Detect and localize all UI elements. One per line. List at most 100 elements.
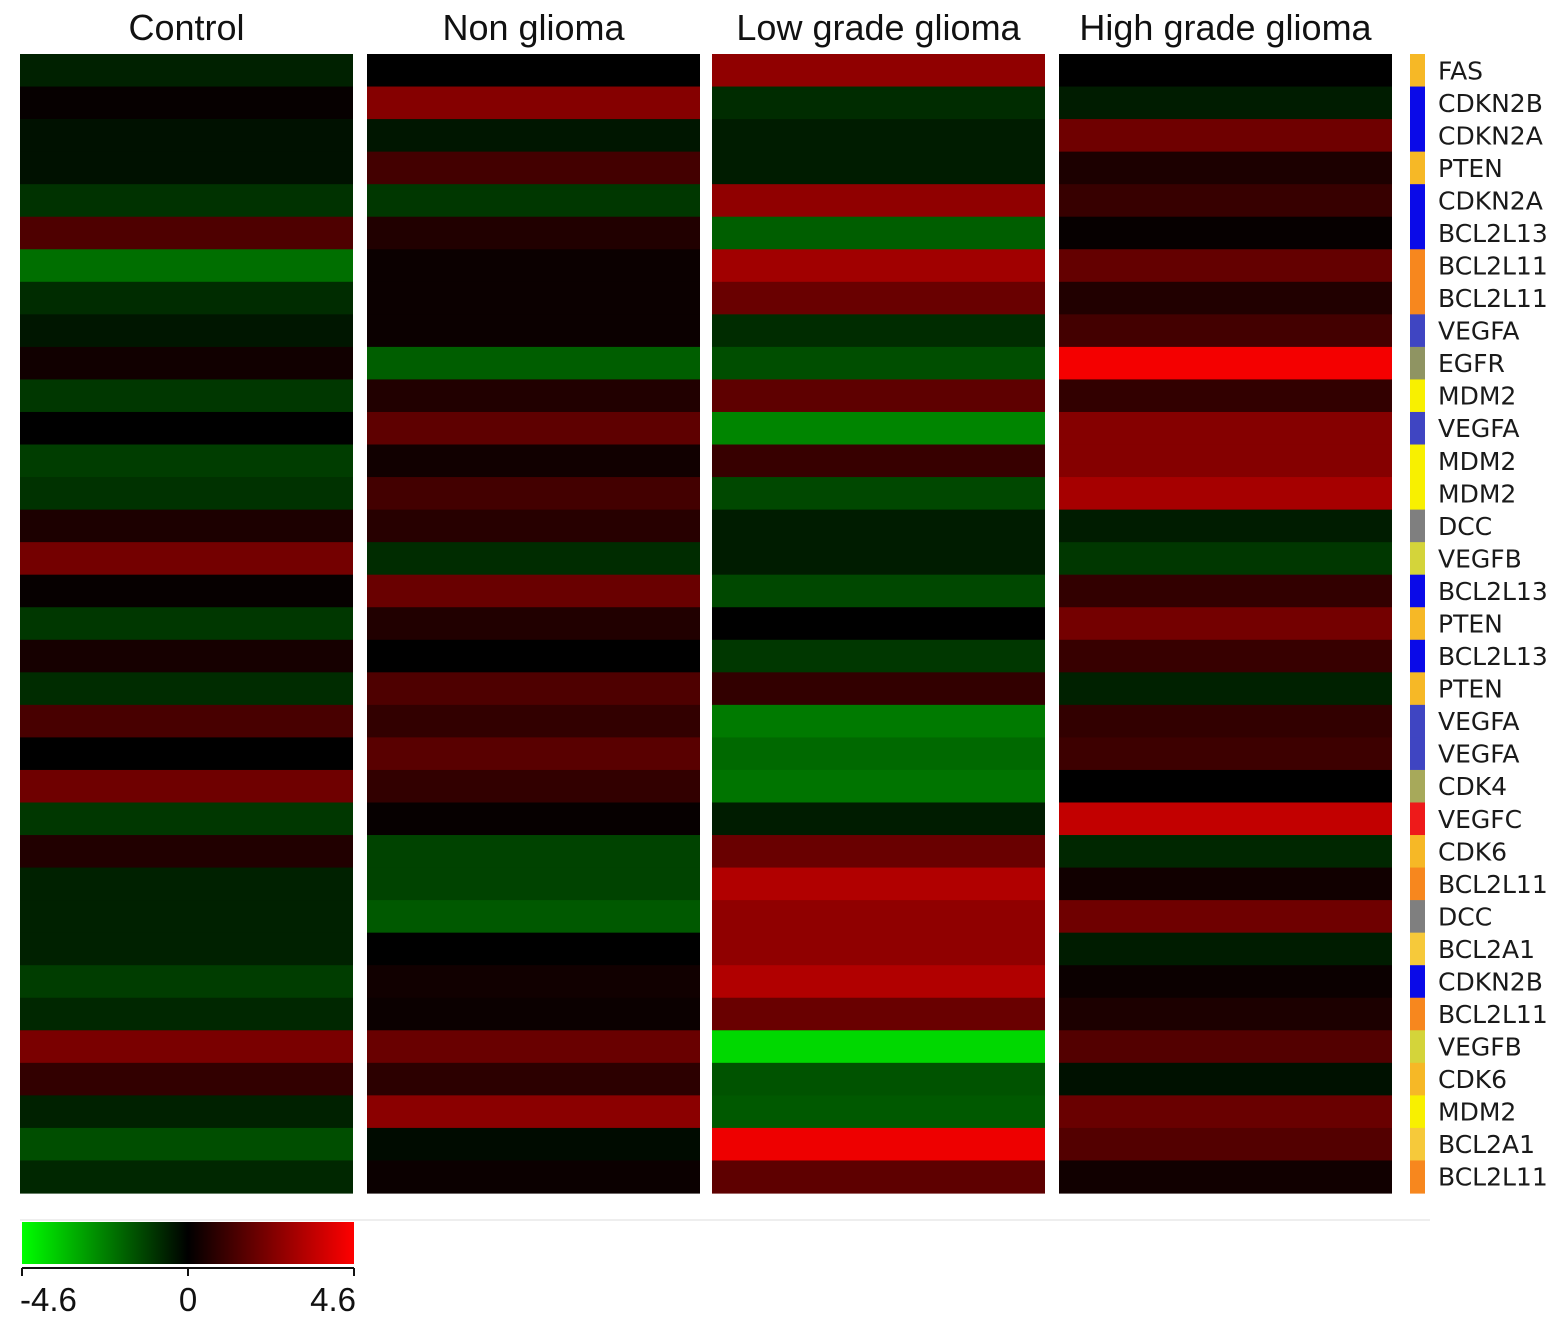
gene-label: MDM2 bbox=[1438, 382, 1516, 411]
heatmap-cell bbox=[367, 607, 700, 641]
row-annotation-swatch bbox=[1410, 216, 1425, 250]
heatmap-cell bbox=[367, 86, 700, 120]
row-annotation-swatch bbox=[1410, 86, 1425, 120]
heatmap-cell bbox=[367, 867, 700, 901]
gene-label: BCL2L11 bbox=[1438, 870, 1548, 899]
row-annotation-swatch bbox=[1410, 444, 1425, 478]
row-annotation-swatch bbox=[1410, 607, 1425, 641]
heatmap-cell bbox=[367, 1062, 700, 1096]
heatmap-cell bbox=[367, 737, 700, 771]
heatmap-cell bbox=[20, 1095, 353, 1129]
heatmap-cell bbox=[20, 1127, 353, 1162]
gene-label: BCL2L11 bbox=[1438, 1163, 1548, 1192]
heatmap-cell bbox=[1059, 932, 1392, 966]
heatmap-cell bbox=[20, 444, 353, 478]
gene-label: CDK6 bbox=[1438, 837, 1507, 866]
heatmap-cell bbox=[367, 119, 700, 153]
gene-label: VEGFB bbox=[1438, 544, 1522, 573]
heatmap-cell bbox=[712, 249, 1045, 283]
heatmap-cell bbox=[20, 1062, 353, 1096]
heatmap-cell bbox=[1059, 1095, 1392, 1129]
row-annotation-swatch bbox=[1410, 1160, 1425, 1194]
heatmap-cell bbox=[20, 542, 353, 576]
gene-label: PTEN bbox=[1438, 675, 1503, 704]
heatmap-cell bbox=[712, 900, 1045, 934]
heatmap-cell bbox=[20, 346, 353, 381]
row-annotation-swatch bbox=[1410, 965, 1425, 999]
heatmap-cell bbox=[20, 607, 353, 641]
heatmap-cell bbox=[712, 802, 1045, 836]
row-annotation-swatch bbox=[1410, 769, 1425, 804]
heatmap-cell bbox=[20, 900, 353, 934]
row-annotation-swatch bbox=[1410, 997, 1425, 1031]
heatmap-cell bbox=[367, 216, 700, 250]
heatmap-cell bbox=[367, 346, 700, 381]
heatmap-cell bbox=[20, 119, 353, 153]
heatmap-cell bbox=[712, 835, 1045, 869]
heatmap-cell bbox=[1059, 1127, 1392, 1162]
heatmap-cell bbox=[367, 477, 700, 511]
row-annotation-swatch bbox=[1410, 54, 1425, 88]
gene-label: MDM2 bbox=[1438, 447, 1516, 476]
heatmap-cell bbox=[20, 216, 353, 250]
gene-label: EGFR bbox=[1438, 349, 1505, 378]
heatmap-cell bbox=[1059, 379, 1392, 413]
heatmap-cell bbox=[1059, 997, 1392, 1031]
row-annotation-swatch bbox=[1410, 574, 1425, 608]
row-annotation-swatch bbox=[1410, 542, 1425, 576]
heatmap-cell bbox=[1059, 411, 1392, 446]
heatmap-cell bbox=[20, 965, 353, 999]
heatmap-cell bbox=[20, 281, 353, 315]
heatmap-cell bbox=[367, 802, 700, 836]
heatmap-cell bbox=[20, 509, 353, 543]
heatmap-cell bbox=[1059, 1062, 1392, 1096]
heatmap-cell bbox=[367, 54, 700, 88]
row-annotation-swatch bbox=[1410, 509, 1425, 543]
row-annotation-swatch bbox=[1410, 281, 1425, 315]
heatmap-cell bbox=[712, 769, 1045, 804]
heatmap-cell bbox=[1059, 151, 1392, 185]
heatmap-cell bbox=[367, 1160, 700, 1194]
row-annotation-swatch bbox=[1410, 672, 1425, 706]
heatmap-cell bbox=[367, 281, 700, 315]
heatmap-cell bbox=[712, 216, 1045, 250]
heatmap-cell bbox=[20, 477, 353, 511]
row-annotation-swatch bbox=[1410, 1030, 1425, 1064]
heatmap-cell bbox=[1059, 704, 1392, 738]
heatmap-cell bbox=[1059, 769, 1392, 804]
colorbar-gradient bbox=[22, 1222, 354, 1264]
heatmap-cell bbox=[712, 444, 1045, 478]
gene-label: PTEN bbox=[1438, 610, 1503, 639]
row-annotation-swatch bbox=[1410, 119, 1425, 153]
gene-label: CDKN2A bbox=[1438, 186, 1543, 215]
heatmap-cell bbox=[20, 997, 353, 1031]
column-title: High grade glioma bbox=[1079, 7, 1372, 48]
heatmap-cell bbox=[712, 509, 1045, 543]
heatmap-cell bbox=[1059, 346, 1392, 381]
heatmap-cell bbox=[1059, 249, 1392, 283]
row-annotation-swatch bbox=[1410, 1095, 1425, 1129]
row-annotation-swatch bbox=[1410, 184, 1425, 218]
heatmap-cell bbox=[712, 86, 1045, 120]
heatmap-cell bbox=[1059, 444, 1392, 478]
gene-label: VEGFA bbox=[1438, 707, 1519, 736]
heatmap-cell bbox=[20, 704, 353, 738]
heatmap-cell bbox=[20, 639, 353, 673]
heatmap-cell bbox=[712, 346, 1045, 381]
heatmap-cell bbox=[20, 151, 353, 185]
gene-label: FAS bbox=[1438, 56, 1483, 85]
gene-label: BCL2L11 bbox=[1438, 1000, 1548, 1029]
heatmap-cell bbox=[20, 184, 353, 218]
row-annotation-swatch bbox=[1410, 737, 1425, 771]
gene-label: CDKN2B bbox=[1438, 89, 1543, 118]
row-annotation-swatch bbox=[1410, 932, 1425, 966]
gene-label: VEGFA bbox=[1438, 414, 1519, 443]
row-annotation-swatch bbox=[1410, 314, 1425, 348]
heatmap-cell bbox=[20, 769, 353, 804]
heatmap-cell bbox=[367, 900, 700, 934]
heatmap-cell bbox=[712, 477, 1045, 511]
row-annotation-swatch bbox=[1410, 477, 1425, 511]
heatmap-cell bbox=[367, 542, 700, 576]
heatmap-cell bbox=[20, 314, 353, 348]
heatmap-cell bbox=[367, 151, 700, 185]
